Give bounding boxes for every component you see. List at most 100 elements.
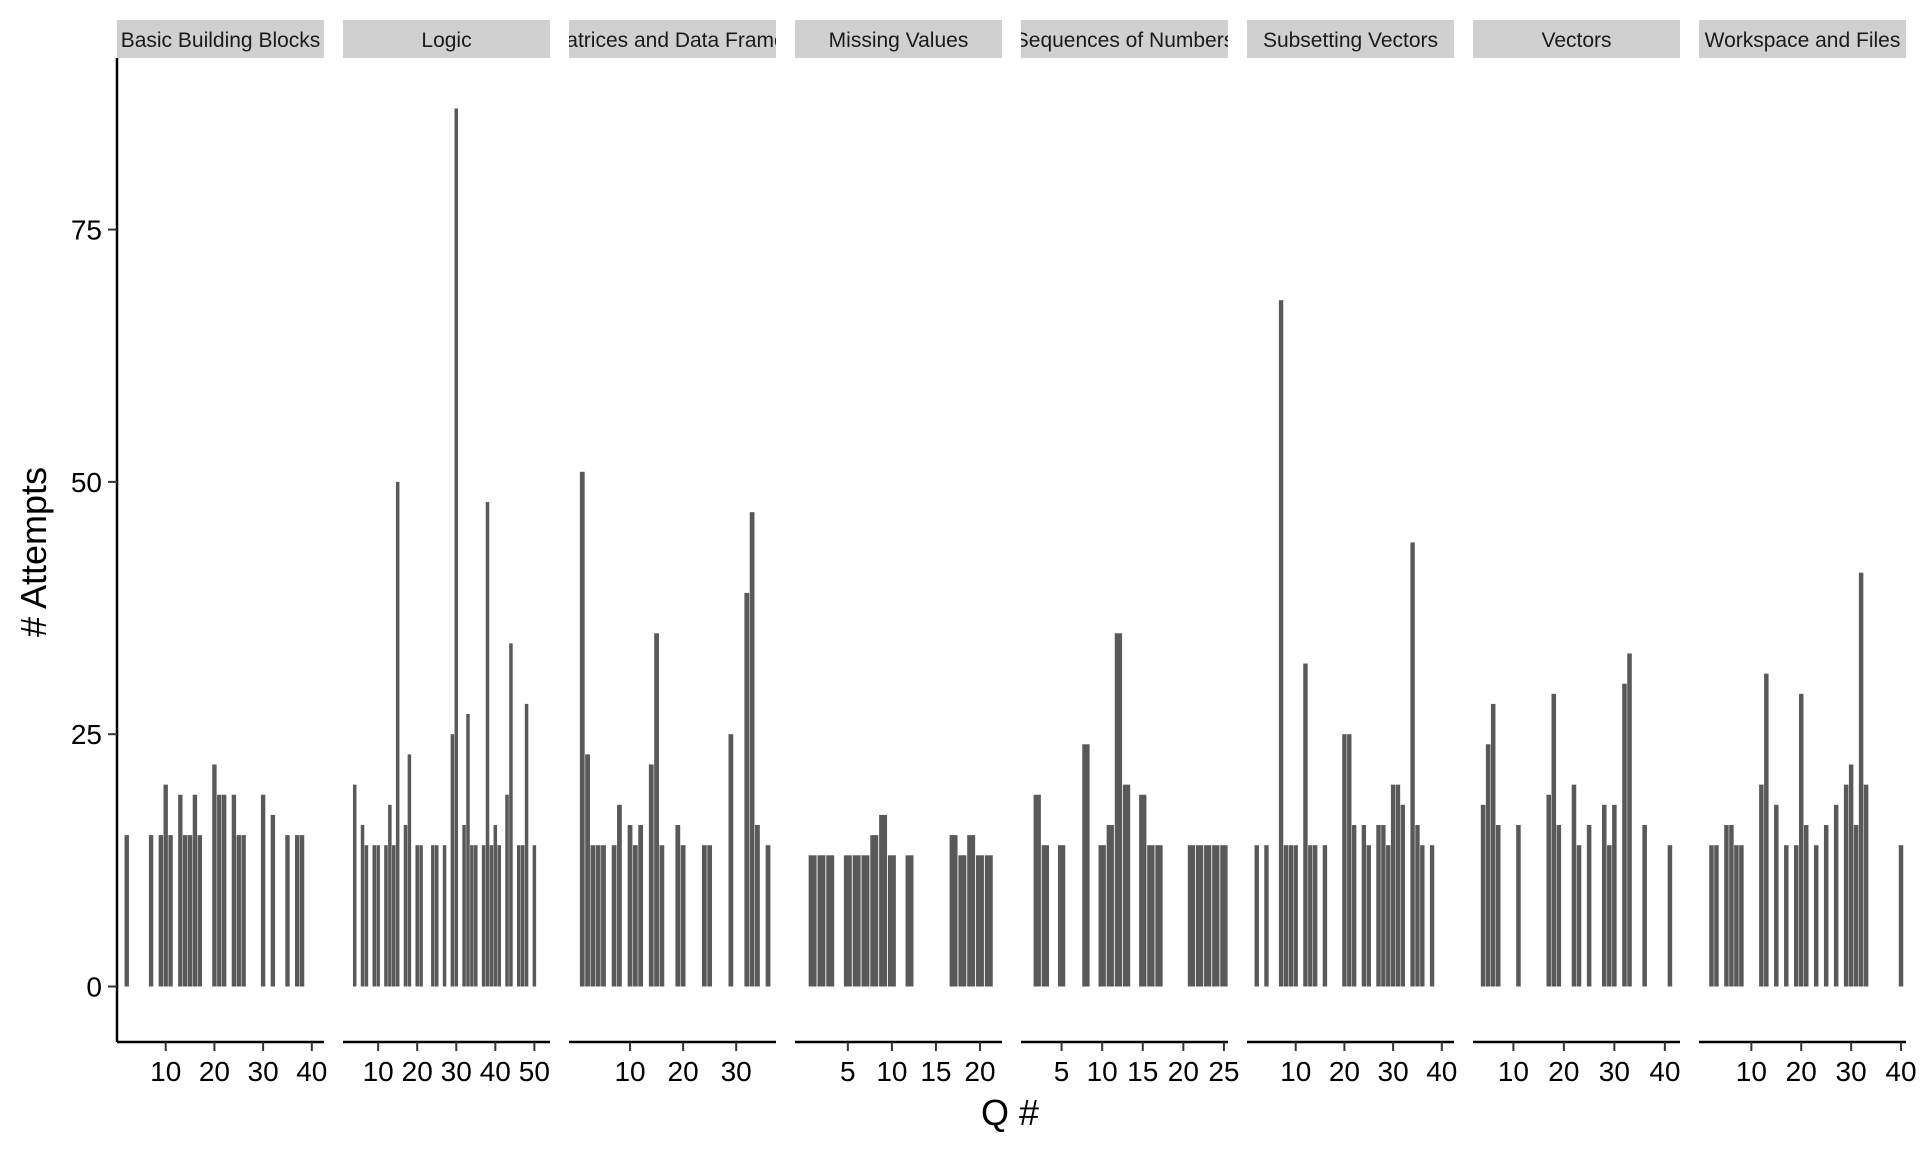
bar <box>949 835 958 987</box>
bar <box>1853 825 1859 987</box>
bar <box>808 855 817 987</box>
x-tick-label: 40 <box>296 1056 327 1087</box>
bar <box>407 754 412 987</box>
bar <box>1147 845 1155 987</box>
bar <box>217 794 222 987</box>
bar <box>1410 542 1415 987</box>
facet-strip <box>1699 20 1906 58</box>
bar <box>654 633 659 987</box>
bar <box>1395 784 1401 987</box>
bar <box>431 845 435 987</box>
y-tick-label: 25 <box>71 719 102 750</box>
facet-strip-label: Vectors <box>1541 29 1611 52</box>
x-tick-label: 10 <box>150 1056 181 1087</box>
bar <box>1098 845 1106 987</box>
bar <box>360 825 365 987</box>
bar <box>744 592 750 987</box>
bar <box>236 835 241 987</box>
facet-panel: Vectors 10 20 30 40 <box>1473 20 1680 1087</box>
x-tick-label: 40 <box>1426 1056 1457 1087</box>
bar <box>192 794 198 987</box>
x-tick-label: 20 <box>1548 1056 1579 1087</box>
bar <box>1400 804 1406 987</box>
bar <box>520 845 525 987</box>
bar <box>1709 845 1714 987</box>
facet-panel: Logic 10 20 30 40 50 <box>343 20 550 1087</box>
bar <box>611 845 617 987</box>
bar <box>493 825 498 987</box>
bar <box>1288 845 1294 987</box>
bar <box>1516 825 1521 987</box>
bar <box>707 845 713 987</box>
bar <box>485 502 490 987</box>
x-tick-label: 30 <box>1599 1056 1630 1087</box>
bar <box>532 845 537 987</box>
facet-strip <box>795 20 1002 58</box>
bar <box>415 845 419 987</box>
x-tick-label: 20 <box>668 1056 699 1087</box>
bar <box>632 845 638 987</box>
facet-strip-label: Matrices and Data Frames <box>549 29 796 52</box>
bar <box>1033 794 1041 987</box>
facet-strip-label: Missing Values <box>829 29 969 52</box>
bar <box>905 855 914 987</box>
bar <box>509 643 513 987</box>
y-tick-label: 0 <box>86 971 102 1002</box>
bar <box>1480 804 1486 987</box>
bar <box>1799 693 1804 987</box>
bar <box>364 845 369 987</box>
facet-panel: Sequences of Numbers 5 10 15 20 25 <box>1021 20 1240 1087</box>
bar <box>1858 572 1864 987</box>
bar <box>1420 845 1425 987</box>
bar <box>675 825 681 987</box>
bar <box>1106 825 1114 987</box>
bar <box>1114 633 1123 987</box>
bar <box>1139 794 1147 987</box>
x-tick-label: 10 <box>1736 1056 1767 1087</box>
bar <box>1734 845 1739 987</box>
bar <box>1303 663 1308 987</box>
bar <box>1283 845 1289 987</box>
bar <box>182 835 188 987</box>
x-tick-label: 50 <box>519 1056 550 1087</box>
bar <box>419 845 423 987</box>
x-tick-label: 20 <box>199 1056 230 1087</box>
bar <box>1485 744 1491 987</box>
x-tick-label: 5 <box>840 1056 856 1087</box>
x-tick-label: 25 <box>1208 1056 1239 1087</box>
bar <box>392 845 396 987</box>
bar <box>450 734 455 987</box>
bar <box>826 855 835 987</box>
bar <box>1571 784 1577 987</box>
x-tick-label: 10 <box>363 1056 394 1087</box>
bar <box>755 825 760 987</box>
bar <box>1381 825 1386 987</box>
bar <box>470 845 474 987</box>
bar <box>1082 744 1090 987</box>
bar <box>1759 784 1764 987</box>
bar <box>395 481 400 987</box>
bar <box>958 855 967 987</box>
bar <box>454 108 459 987</box>
bar <box>168 835 173 987</box>
bar <box>1212 845 1220 987</box>
bar <box>728 734 734 987</box>
facet-strip-label: Subsetting Vectors <box>1263 29 1438 52</box>
x-tick-label: 30 <box>1836 1056 1867 1087</box>
bar <box>1386 845 1391 987</box>
x-tick-label: 30 <box>441 1056 472 1087</box>
bar <box>1264 845 1269 987</box>
bar <box>1848 764 1854 987</box>
x-tick-label: 15 <box>920 1056 951 1087</box>
bar <box>1627 653 1632 987</box>
bar <box>617 804 622 987</box>
bar <box>352 784 357 987</box>
bar <box>197 835 202 987</box>
bar <box>158 835 164 987</box>
bar <box>843 855 852 987</box>
bar <box>1576 845 1582 987</box>
bar <box>680 845 686 987</box>
bar <box>1601 804 1607 987</box>
bar <box>817 855 826 987</box>
bar <box>1376 825 1381 987</box>
